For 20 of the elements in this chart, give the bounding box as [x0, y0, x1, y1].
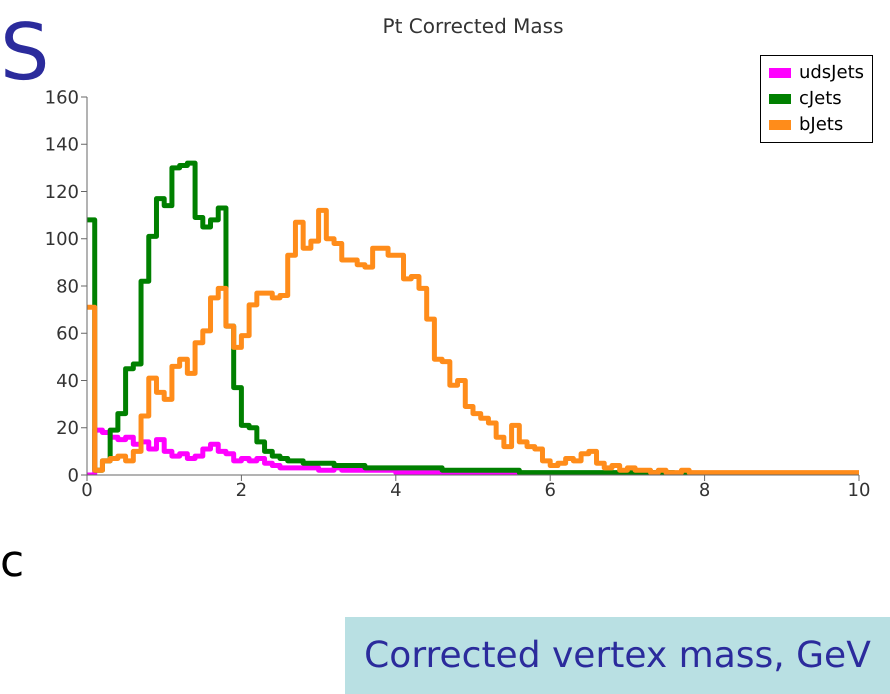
y-tick-label: 100 — [44, 229, 79, 250]
legend-label: bJets — [798, 113, 844, 137]
legend-label: cJets — [798, 87, 842, 111]
x-tick-label: 6 — [544, 480, 556, 501]
y-tick-label: 140 — [44, 134, 79, 156]
y-tick-label: 40 — [56, 370, 79, 392]
y-tick-label: 80 — [56, 276, 79, 298]
x-tick-label: 10 — [848, 480, 870, 501]
x-tick-label: 8 — [698, 480, 710, 501]
x-tick-label: 4 — [390, 480, 402, 501]
chart-title: Pt Corrected Mass — [382, 14, 564, 38]
legend-label: udsJets — [798, 61, 864, 85]
x-axis-title: Corrected vertex mass, GeV — [345, 617, 890, 694]
y-tick-label: 120 — [44, 182, 79, 203]
y-tick-label: 20 — [56, 418, 79, 440]
y-tick-label: 0 — [68, 465, 79, 486]
x-tick-label: 0 — [81, 480, 93, 501]
text: c — [0, 536, 24, 587]
y-tick-label: 60 — [56, 324, 79, 345]
x-tick-label: 2 — [236, 480, 248, 501]
